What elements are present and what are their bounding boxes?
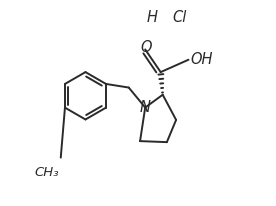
Text: CH₃: CH₃ (34, 165, 59, 179)
Text: N: N (140, 100, 151, 115)
Text: OH: OH (190, 52, 213, 67)
Text: H: H (147, 10, 158, 25)
Text: Cl: Cl (172, 10, 186, 25)
Text: O: O (140, 40, 152, 55)
